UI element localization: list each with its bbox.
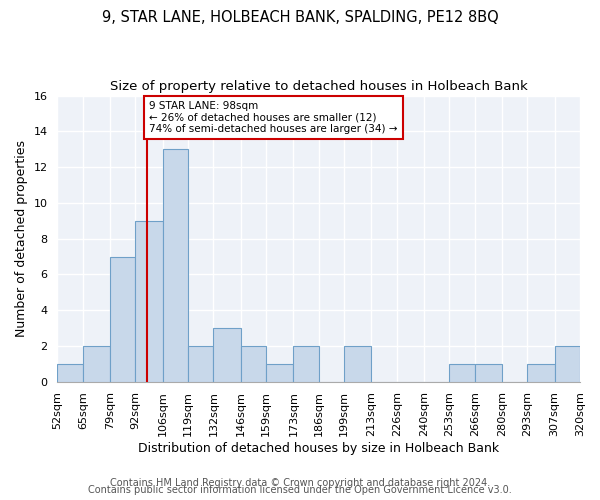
Bar <box>554 346 580 382</box>
Text: 9, STAR LANE, HOLBEACH BANK, SPALDING, PE12 8BQ: 9, STAR LANE, HOLBEACH BANK, SPALDING, P… <box>101 10 499 25</box>
Bar <box>83 346 110 382</box>
Bar <box>449 364 475 382</box>
Bar <box>110 256 136 382</box>
Text: Contains public sector information licensed under the Open Government Licence v3: Contains public sector information licen… <box>88 485 512 495</box>
Y-axis label: Number of detached properties: Number of detached properties <box>15 140 28 337</box>
Bar <box>241 346 266 382</box>
Bar <box>136 221 163 382</box>
X-axis label: Distribution of detached houses by size in Holbeach Bank: Distribution of detached houses by size … <box>138 442 499 455</box>
Bar <box>188 346 214 382</box>
Bar <box>344 346 371 382</box>
Bar <box>266 364 293 382</box>
Text: Contains HM Land Registry data © Crown copyright and database right 2024.: Contains HM Land Registry data © Crown c… <box>110 478 490 488</box>
Bar <box>58 364 83 382</box>
Bar <box>214 328 241 382</box>
Bar <box>475 364 502 382</box>
Text: 9 STAR LANE: 98sqm
← 26% of detached houses are smaller (12)
74% of semi-detache: 9 STAR LANE: 98sqm ← 26% of detached hou… <box>149 101 398 134</box>
Bar <box>527 364 554 382</box>
Bar <box>163 149 188 382</box>
Title: Size of property relative to detached houses in Holbeach Bank: Size of property relative to detached ho… <box>110 80 527 93</box>
Bar <box>293 346 319 382</box>
